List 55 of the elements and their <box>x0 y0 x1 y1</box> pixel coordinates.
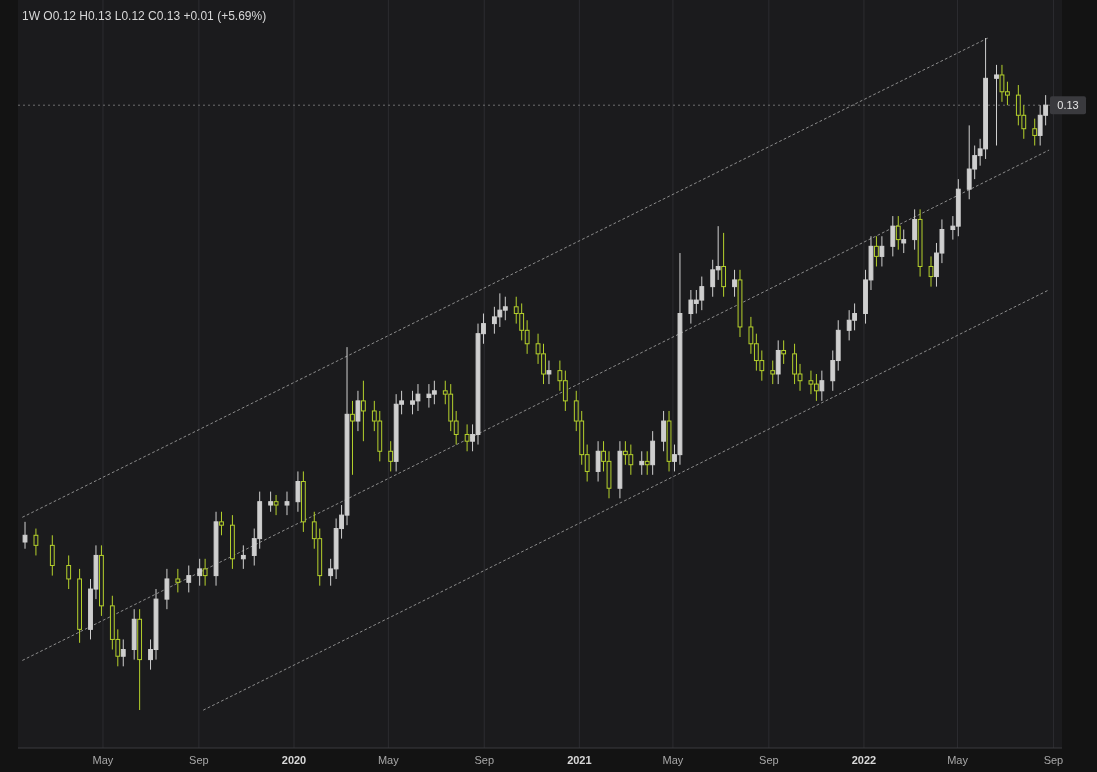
candlestick <box>175 568 181 593</box>
candlestick <box>268 491 274 513</box>
candlestick <box>240 544 246 570</box>
x-tick-label: May <box>92 754 114 766</box>
candlestick <box>33 528 39 556</box>
candlestick <box>874 235 879 267</box>
candlestick <box>388 440 394 472</box>
candlestick <box>770 360 776 385</box>
x-tick-label: 2020 <box>281 754 307 766</box>
candlestick <box>879 235 885 267</box>
candlestick <box>890 215 896 257</box>
x-tick-label: 2022 <box>851 754 877 766</box>
candlestick <box>49 534 55 577</box>
x-tick-label: Sep <box>759 754 779 766</box>
candlestick <box>197 558 203 587</box>
candlestick <box>895 215 901 251</box>
candlestick <box>595 440 601 483</box>
candlestick <box>644 450 650 476</box>
candlestick <box>775 339 781 385</box>
candlestick <box>994 64 999 147</box>
candlestick <box>355 390 361 432</box>
annotation: 0.13 <box>1057 99 1079 112</box>
candlestick <box>1032 118 1038 147</box>
candlestick <box>639 450 645 476</box>
chart-title: 1W O0.12 H0.13 L0.12 C0.13 +0.01 (+5.69%) <box>22 9 267 23</box>
candlestick <box>650 430 656 476</box>
candlestick <box>819 370 825 402</box>
candlestick <box>66 554 72 590</box>
x-tick-label: May <box>662 754 684 766</box>
x-tick-label: 2021 <box>567 754 592 766</box>
x-tick-label: May <box>947 754 969 766</box>
candlestick <box>732 269 737 298</box>
candlestick <box>928 255 934 288</box>
candlestick <box>120 638 126 667</box>
candlestick <box>273 494 279 516</box>
candlestick <box>295 470 301 513</box>
candlestick <box>219 511 224 536</box>
x-tick-label: Sep <box>474 754 495 766</box>
x-tick-label: May <box>377 754 400 766</box>
candlestick <box>350 400 355 476</box>
candlestick <box>546 360 552 385</box>
candlestick <box>464 423 470 452</box>
candlestick <box>284 491 290 516</box>
candlestick <box>186 565 192 593</box>
candlestick <box>202 558 208 587</box>
candlestick <box>360 380 366 442</box>
candlestick <box>164 568 170 610</box>
candlestick <box>912 208 918 251</box>
candlestick <box>781 339 787 365</box>
candlestick <box>721 232 727 298</box>
candlestick <box>22 521 28 550</box>
x-tick-label: Sep <box>189 754 209 766</box>
candlestick <box>661 410 666 452</box>
x-tick-label: Sep <box>1043 754 1064 766</box>
candlestick <box>901 229 907 254</box>
